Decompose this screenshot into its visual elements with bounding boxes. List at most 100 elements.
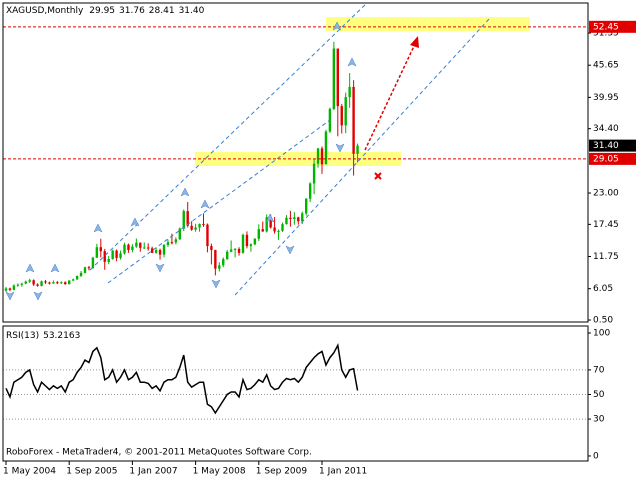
fractal [50,263,60,273]
candle-body [245,234,249,247]
candle-body [206,224,209,247]
fractal [285,245,295,255]
fractal [200,199,210,209]
candle-body [352,86,355,154]
candle-body [16,284,20,286]
candle-body [147,247,150,249]
candle-body [297,217,300,222]
y-tick-label: 100 [593,329,610,339]
candle-body [289,217,292,219]
last-price-box [589,139,636,152]
fractal [25,263,35,273]
candle-body [233,248,237,250]
candle-body [95,247,99,258]
candle-body [249,244,253,247]
candle-body [99,247,102,252]
candle-body [277,230,280,232]
resistance-zone [326,17,530,31]
y-tick-label: 45.65 [593,61,619,71]
candle-body [79,272,83,277]
price-level-box [589,20,636,33]
candle-body [312,163,316,184]
candle-body [20,283,23,285]
candle-body [115,250,118,258]
x-tick-label: 1 Jan 2011 [319,467,367,477]
x-tick-label: 1 May 2004 [3,467,56,477]
candle-body [356,145,359,154]
candle-body [91,257,95,269]
candle-body [111,250,114,260]
candle-body [340,106,343,126]
candle-body [241,234,245,253]
symbol-title: XAGUSD,Monthly [6,6,84,16]
candle-body [28,280,31,282]
fractal [155,263,165,273]
candle-body [52,282,55,284]
candle-body [194,227,197,230]
candle-body [301,213,304,222]
candle-body [40,281,43,286]
candle-body [143,247,146,249]
candle-body [103,251,106,262]
candle-body [336,48,339,107]
last-price-label: 31.40 [593,141,619,151]
y-tick-label: 34.40 [593,124,619,134]
y-tick-label: 50 [593,390,605,400]
fractal [335,143,345,153]
footer: RoboForex - MetaTrader4, © 2001-2011 Met… [6,448,312,458]
candle-body [344,97,347,126]
rsi-line [5,342,359,415]
candle-body [182,211,185,229]
candle-body [269,217,272,228]
y-tick-label: 70 [593,365,605,375]
fractal [130,217,140,227]
ohlc-high: 31.76 [119,6,145,16]
fractal [5,291,15,301]
candle-body [198,224,201,228]
ohlc-low: 28.41 [149,6,175,16]
candle-body [75,276,79,280]
y-tick-label: 51.35 [593,29,619,39]
fractal [265,213,275,223]
fractal [347,57,357,67]
cross-marker [374,172,382,180]
y-tick-label: 23.00 [593,189,619,199]
candle-body [308,183,312,199]
candle-body [60,282,63,284]
candle-body [64,282,67,285]
candle-body [162,244,166,255]
fractal [33,291,43,301]
candle-body [281,224,284,231]
x-tick-label: 1 May 2008 [193,467,246,477]
candle-body [24,281,27,284]
candle-body [285,217,288,225]
candle-body [4,288,8,291]
fractals [5,21,357,301]
rsi-panel-frame [2,325,589,462]
candle-body [166,242,170,245]
candle-body [214,250,217,269]
ohlc-close: 31.40 [179,6,205,16]
y-tick-label: 30 [593,415,605,425]
candle-body [229,249,233,252]
rsi-header: RSI(13) 53.2163 [6,331,80,341]
candle-body [48,282,51,284]
candle-body [119,253,122,258]
candle-body [12,285,16,290]
arrow-head [410,36,419,48]
forecast-arrow [364,43,416,151]
candle-body [273,227,276,232]
candle-body [87,267,91,269]
plot [3,26,588,420]
x-tick-label: 1 Sep 2009 [256,467,308,477]
candle-body [123,244,126,254]
fractal [93,223,103,233]
candle-body [131,246,134,251]
candle-body [253,238,257,245]
candle-body [44,281,47,283]
candle-body [190,225,193,230]
candle-body [150,248,154,253]
y-tick-label: 11.75 [593,252,619,262]
